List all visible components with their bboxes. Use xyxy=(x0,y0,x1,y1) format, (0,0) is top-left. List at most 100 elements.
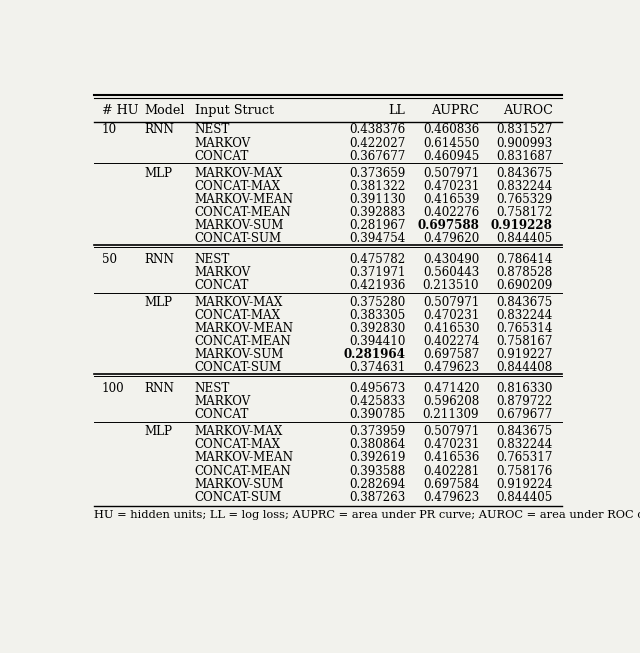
Text: 0.765314: 0.765314 xyxy=(497,322,553,335)
Text: 0.816330: 0.816330 xyxy=(497,382,553,395)
Text: NEST: NEST xyxy=(195,253,230,266)
Text: # HU: # HU xyxy=(102,104,138,117)
Text: 0.844405: 0.844405 xyxy=(497,232,553,245)
Text: 0.831687: 0.831687 xyxy=(497,150,553,163)
Text: 0.391130: 0.391130 xyxy=(349,193,406,206)
Text: CONCAT-SUM: CONCAT-SUM xyxy=(195,232,282,245)
Text: 0.765317: 0.765317 xyxy=(497,451,553,464)
Text: MLP: MLP xyxy=(145,425,172,438)
Text: CONCAT: CONCAT xyxy=(195,279,249,292)
Text: 0.844408: 0.844408 xyxy=(497,361,553,374)
Text: 0.471420: 0.471420 xyxy=(423,382,479,395)
Text: 0.422027: 0.422027 xyxy=(349,136,406,150)
Text: 0.679677: 0.679677 xyxy=(497,408,553,421)
Text: 0.843675: 0.843675 xyxy=(497,167,553,180)
Text: 0.416536: 0.416536 xyxy=(423,451,479,464)
Text: 0.402281: 0.402281 xyxy=(423,464,479,477)
Text: 0.495673: 0.495673 xyxy=(349,382,406,395)
Text: 0.416530: 0.416530 xyxy=(423,322,479,335)
Text: 0.374631: 0.374631 xyxy=(349,361,406,374)
Text: CONCAT-MAX: CONCAT-MAX xyxy=(195,438,281,451)
Text: Input Struct: Input Struct xyxy=(195,104,274,117)
Text: MLP: MLP xyxy=(145,296,172,309)
Text: 0.402274: 0.402274 xyxy=(423,335,479,348)
Text: 0.383305: 0.383305 xyxy=(349,309,406,322)
Text: CONCAT-MEAN: CONCAT-MEAN xyxy=(195,335,292,348)
Text: 0.560443: 0.560443 xyxy=(423,266,479,279)
Text: 0.381322: 0.381322 xyxy=(349,180,406,193)
Text: 0.392619: 0.392619 xyxy=(349,451,406,464)
Text: RNN: RNN xyxy=(145,253,174,266)
Text: RNN: RNN xyxy=(145,123,174,136)
Text: 0.919224: 0.919224 xyxy=(497,477,553,490)
Text: 0.765329: 0.765329 xyxy=(497,193,553,206)
Text: 0.282694: 0.282694 xyxy=(349,477,406,490)
Text: 0.479620: 0.479620 xyxy=(423,232,479,245)
Text: 0.367677: 0.367677 xyxy=(349,150,406,163)
Text: 0.392883: 0.392883 xyxy=(349,206,406,219)
Text: 0.878528: 0.878528 xyxy=(497,266,553,279)
Text: MARKOV-MEAN: MARKOV-MEAN xyxy=(195,193,294,206)
Text: 0.843675: 0.843675 xyxy=(497,296,553,309)
Text: 0.479623: 0.479623 xyxy=(423,491,479,503)
Text: 0.394754: 0.394754 xyxy=(349,232,406,245)
Text: 0.281967: 0.281967 xyxy=(349,219,406,232)
Text: MARKOV-MAX: MARKOV-MAX xyxy=(195,296,283,309)
Text: MARKOV: MARKOV xyxy=(195,395,251,408)
Text: CONCAT: CONCAT xyxy=(195,408,249,421)
Text: NEST: NEST xyxy=(195,382,230,395)
Text: 0.375280: 0.375280 xyxy=(349,296,406,309)
Text: CONCAT-MAX: CONCAT-MAX xyxy=(195,309,281,322)
Text: 0.425833: 0.425833 xyxy=(349,395,406,408)
Text: 0.832244: 0.832244 xyxy=(497,180,553,193)
Text: 0.416539: 0.416539 xyxy=(423,193,479,206)
Text: MARKOV: MARKOV xyxy=(195,136,251,150)
Text: 0.470231: 0.470231 xyxy=(423,438,479,451)
Text: MARKOV-MEAN: MARKOV-MEAN xyxy=(195,451,294,464)
Text: MARKOV-MAX: MARKOV-MAX xyxy=(195,425,283,438)
Text: 0.879722: 0.879722 xyxy=(497,395,553,408)
Text: MARKOV-MAX: MARKOV-MAX xyxy=(195,167,283,180)
Text: 10: 10 xyxy=(102,123,117,136)
Text: MARKOV-SUM: MARKOV-SUM xyxy=(195,477,284,490)
Text: CONCAT: CONCAT xyxy=(195,150,249,163)
Text: 0.470231: 0.470231 xyxy=(423,309,479,322)
Text: CONCAT-SUM: CONCAT-SUM xyxy=(195,491,282,503)
Text: 0.697588: 0.697588 xyxy=(417,219,479,232)
Text: 0.380864: 0.380864 xyxy=(349,438,406,451)
Text: 0.460836: 0.460836 xyxy=(423,123,479,136)
Text: 0.394410: 0.394410 xyxy=(349,335,406,348)
Text: 100: 100 xyxy=(102,382,124,395)
Text: 0.392830: 0.392830 xyxy=(349,322,406,335)
Text: HU = hidden units; LL = log loss; AUPRC = area under PR curve; AUROC = area unde: HU = hidden units; LL = log loss; AUPRC … xyxy=(94,511,640,520)
Text: 0.402276: 0.402276 xyxy=(423,206,479,219)
Text: MARKOV-SUM: MARKOV-SUM xyxy=(195,348,284,361)
Text: MARKOV: MARKOV xyxy=(195,266,251,279)
Text: CONCAT-SUM: CONCAT-SUM xyxy=(195,361,282,374)
Text: MLP: MLP xyxy=(145,167,172,180)
Text: CONCAT-MEAN: CONCAT-MEAN xyxy=(195,464,292,477)
Text: NEST: NEST xyxy=(195,123,230,136)
Text: 0.697584: 0.697584 xyxy=(423,477,479,490)
Text: 0.919228: 0.919228 xyxy=(491,219,553,232)
Text: MARKOV-SUM: MARKOV-SUM xyxy=(195,219,284,232)
Text: 0.371971: 0.371971 xyxy=(349,266,406,279)
Text: 0.832244: 0.832244 xyxy=(497,438,553,451)
Text: 0.758176: 0.758176 xyxy=(497,464,553,477)
Text: 0.393588: 0.393588 xyxy=(349,464,406,477)
Text: 0.373659: 0.373659 xyxy=(349,167,406,180)
Text: 0.430490: 0.430490 xyxy=(423,253,479,266)
Text: 0.758167: 0.758167 xyxy=(497,335,553,348)
Text: LL: LL xyxy=(388,104,406,117)
Text: 0.697587: 0.697587 xyxy=(423,348,479,361)
Text: 0.438376: 0.438376 xyxy=(349,123,406,136)
Text: 0.596208: 0.596208 xyxy=(423,395,479,408)
Text: 0.844405: 0.844405 xyxy=(497,491,553,503)
Text: 0.758172: 0.758172 xyxy=(497,206,553,219)
Text: 0.832244: 0.832244 xyxy=(497,309,553,322)
Text: 0.843675: 0.843675 xyxy=(497,425,553,438)
Text: 0.786414: 0.786414 xyxy=(497,253,553,266)
Text: 0.507971: 0.507971 xyxy=(423,167,479,180)
Text: AUROC: AUROC xyxy=(503,104,553,117)
Text: 0.690209: 0.690209 xyxy=(497,279,553,292)
